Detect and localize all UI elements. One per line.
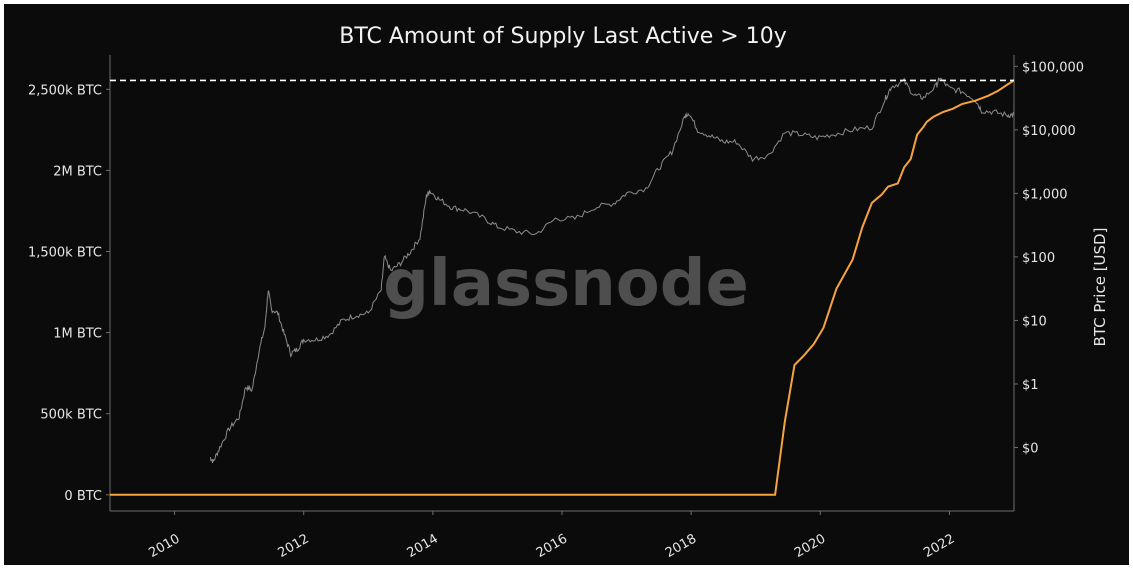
chart-svg: BTC Amount of Supply Last Active > 10y g… (28, 24, 1109, 561)
y-right-tick-label: $1,000 (1022, 187, 1068, 202)
y-left-tick-label: 1M BTC (53, 327, 102, 342)
chart-title: BTC Amount of Supply Last Active > 10y (339, 24, 787, 49)
x-tick-label: 2020 (792, 531, 828, 561)
x-tick-label: 2016 (534, 531, 570, 561)
y-left-tick-label: 0 BTC (64, 489, 102, 504)
chart-frame: BTC Amount of Supply Last Active > 10y g… (4, 4, 1129, 565)
y-right-tick-label: $10,000 (1022, 124, 1076, 139)
y-right-tick-label: $1 (1022, 378, 1039, 393)
btc-price-line (209, 77, 1015, 463)
watermark: glassnode (383, 247, 749, 321)
y-right-tick-label: $100 (1022, 251, 1055, 266)
series-layer (110, 77, 1015, 496)
x-tick-label: 2014 (405, 531, 441, 561)
x-tick-label: 2018 (663, 531, 699, 561)
y-right-tick-label: $10 (1022, 314, 1047, 329)
y-left-tick-label: 500k BTC (40, 408, 102, 423)
supply-last-active-10y-line (110, 79, 1015, 496)
y-axis-right-label: BTC Price [USD] (1091, 228, 1109, 347)
x-tick-label: 2010 (146, 531, 182, 561)
y-right-tick-label: $100,000 (1022, 60, 1084, 75)
y-left-tick-label: 2,500k BTC (28, 83, 102, 98)
y-left-tick-label: 2M BTC (53, 164, 102, 179)
y-left-tick-label: 1,500k BTC (28, 246, 102, 261)
y-right-tick-label: $0 (1022, 441, 1039, 456)
x-tick-label: 2012 (276, 531, 312, 561)
x-tick-label: 2022 (921, 531, 957, 561)
